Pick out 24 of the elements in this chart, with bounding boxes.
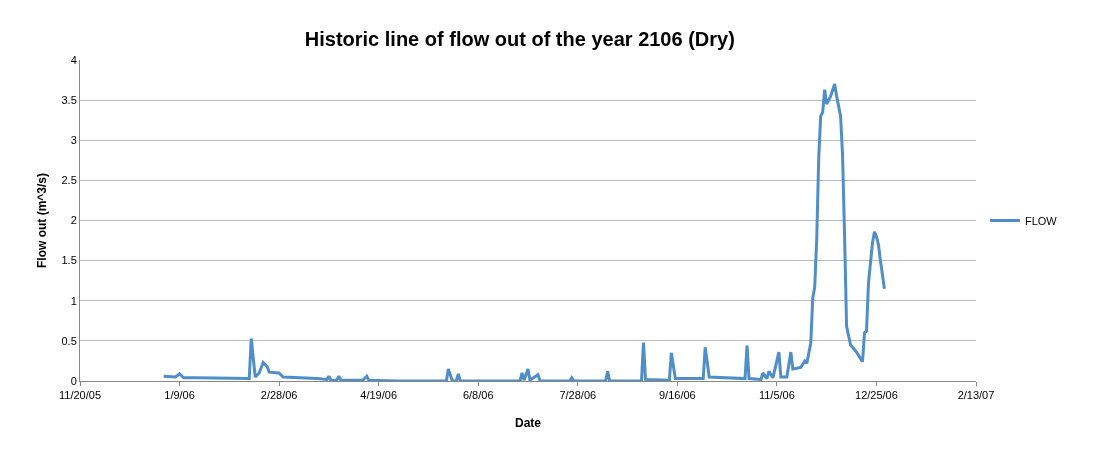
x-tick-label: 2/13/07 (957, 389, 995, 402)
y-tick-label: 4 (70, 53, 77, 66)
x-tick-label: 7/28/06 (559, 389, 597, 402)
x-tick-label: 2/28/06 (260, 389, 298, 402)
line-series (162, 82, 886, 381)
x-tick-label: 1/9/06 (164, 389, 195, 402)
y-tick-label: 2.5 (61, 174, 77, 187)
y-tick-label: 1 (70, 294, 77, 307)
y-axis-title: Flow out (m^3/s) (35, 172, 49, 269)
y-tick-label: 0 (70, 374, 77, 387)
x-tick-label: 11/20/05 (58, 389, 102, 402)
x-axis-title: Date (514, 416, 542, 430)
x-tick-label: 6/8/06 (462, 389, 494, 402)
chart-title: Historic line of flow out of the year 2106 (Dry) (304, 27, 735, 50)
y-tick-label: 3.5 (61, 93, 77, 106)
x-tick-label: 4/19/06 (360, 389, 398, 402)
y-tick-label: 3 (70, 134, 77, 147)
x-tick-label: 11/5/06 (758, 389, 795, 402)
legend-label: FLOW (1024, 214, 1058, 227)
y-tick-label: 1.5 (61, 254, 77, 267)
x-tick-label: 9/16/06 (658, 389, 696, 402)
y-tick-label: 0.5 (61, 334, 77, 347)
y-tick-label: 2 (70, 214, 77, 227)
x-tick-label: 12/25/06 (855, 389, 898, 402)
